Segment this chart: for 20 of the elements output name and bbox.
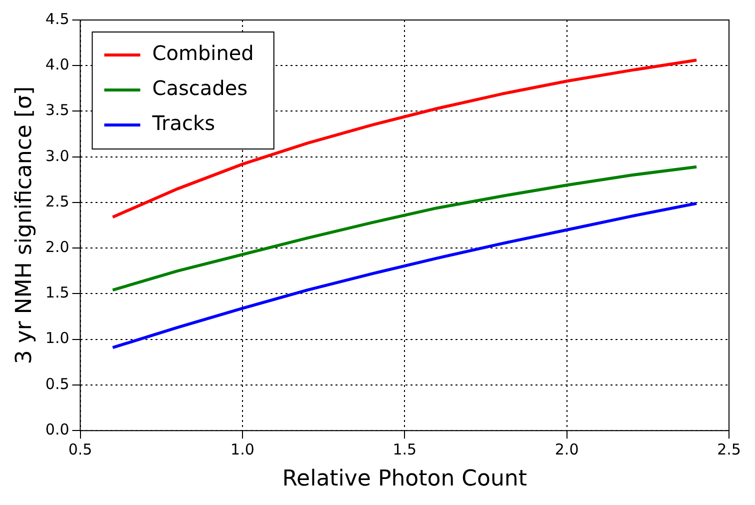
x-tick-label: 2.0 (554, 440, 579, 458)
y-tick-label: 1.0 (45, 329, 70, 348)
y-tick-label: 2.5 (45, 192, 70, 210)
y-tick-label: 1.5 (45, 284, 70, 302)
x-axis-title: Relative Photon Count (282, 466, 528, 492)
y-tick-label: 3.5 (45, 101, 70, 120)
y-tick-label: 3.0 (45, 146, 70, 165)
x-tick-label: 0.5 (68, 440, 92, 458)
y-tick-label: 2.0 (45, 238, 70, 256)
y-tick-label: 0.0 (45, 420, 70, 438)
legend-label: Cascades (152, 76, 248, 100)
legend-label: Combined (152, 41, 254, 66)
y-axis-title: 3 yr NMH significance [σ] (12, 86, 37, 364)
y-tick-label: 4.0 (45, 56, 70, 74)
legend-label: Tracks (151, 111, 216, 136)
y-tick-label: 0.5 (45, 374, 70, 393)
x-tick-label: 2.5 (717, 440, 741, 458)
y-tick-label: 4.5 (45, 10, 70, 28)
x-tick-label: 1.0 (230, 440, 254, 458)
x-tick-label: 1.5 (392, 440, 417, 458)
